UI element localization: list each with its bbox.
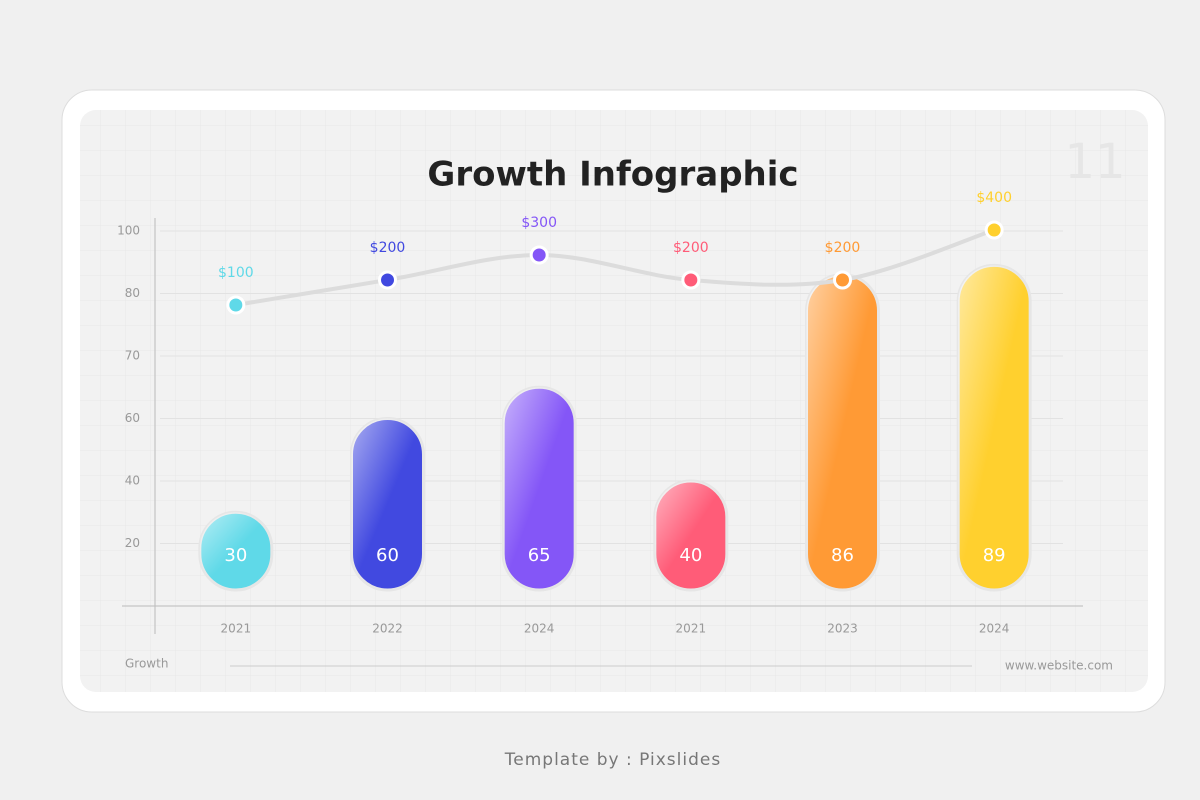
y-tick-label: 70 <box>125 349 140 363</box>
bar-value-label: 40 <box>679 545 702 566</box>
x-tick-label: 2021 <box>221 622 252 636</box>
trend-dot <box>984 220 1004 240</box>
bar-shine <box>654 481 727 590</box>
footer-left: Growth <box>125 657 168 671</box>
x-tick-label: 2023 <box>827 622 858 636</box>
bar-value-label: 89 <box>983 545 1006 566</box>
y-tick-label: 80 <box>125 286 140 300</box>
x-tick-label: 2024 <box>524 622 555 636</box>
y-tick-label: 40 <box>125 474 140 488</box>
trend-line <box>235 228 995 307</box>
trend-value-label: $300 <box>521 215 557 231</box>
trend-value-label: $200 <box>370 240 406 256</box>
bar-value-label: 86 <box>831 545 854 566</box>
x-tick-label: 2021 <box>676 622 707 636</box>
bar-value-label: 30 <box>224 545 247 566</box>
y-tick-label: 100 <box>117 224 140 238</box>
page-number: 11 <box>1064 134 1125 190</box>
bar-shine <box>351 418 424 590</box>
bar-shine <box>199 512 272 590</box>
chart-title: Growth Infographic <box>427 155 798 195</box>
trend-dot <box>378 270 397 290</box>
footer-right: www.website.com <box>1005 659 1113 673</box>
trend-dot <box>681 270 701 290</box>
y-tick-label: 20 <box>125 536 140 550</box>
trend-dot <box>529 245 549 265</box>
trend-value-label: $400 <box>976 190 1012 206</box>
bar-shine <box>806 274 879 590</box>
credit: Template by : Pixslides <box>504 750 721 770</box>
x-tick-label: 2024 <box>979 622 1010 636</box>
trend-value-label: $200 <box>825 240 861 256</box>
x-tick-label: 2022 <box>372 622 403 636</box>
plot: 20 40 60 70 80 100 2021 30 2022 60 2024 65 2021 40 202… <box>117 190 1063 636</box>
bar-value-label: 65 <box>528 545 551 566</box>
panel-grid <box>80 110 1148 692</box>
trend-value-label: $200 <box>673 240 709 256</box>
bar-shine <box>958 265 1031 590</box>
bar-shine <box>503 387 576 590</box>
bar-value-label: 60 <box>376 545 399 566</box>
trend-value-label: $100 <box>218 265 254 281</box>
y-tick-label: 60 <box>125 411 140 425</box>
trend-dot <box>226 295 246 315</box>
trend-dot <box>833 270 852 290</box>
